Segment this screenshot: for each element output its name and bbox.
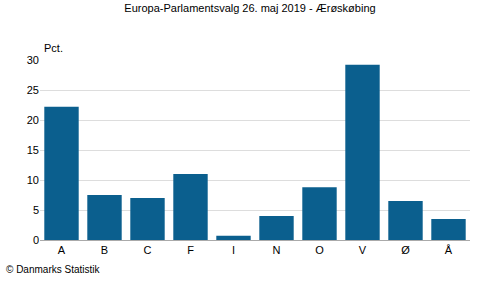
- svg-text:O: O: [315, 244, 324, 256]
- svg-text:Å: Å: [445, 244, 453, 256]
- svg-text:I: I: [232, 244, 235, 256]
- svg-text:20: 20: [27, 114, 39, 126]
- svg-text:N: N: [273, 244, 281, 256]
- svg-text:Ø: Ø: [401, 244, 410, 256]
- svg-text:25: 25: [27, 84, 39, 96]
- svg-text:30: 30: [27, 54, 39, 66]
- svg-text:10: 10: [27, 174, 39, 186]
- svg-text:15: 15: [27, 144, 39, 156]
- svg-text:5: 5: [33, 204, 39, 216]
- svg-text:Pct.: Pct.: [44, 42, 63, 54]
- svg-text:C: C: [144, 244, 152, 256]
- svg-text:V: V: [359, 244, 367, 256]
- svg-text:© Danmarks Statistik: © Danmarks Statistik: [6, 264, 101, 275]
- svg-text:F: F: [187, 244, 194, 256]
- svg-text:A: A: [58, 244, 66, 256]
- svg-text:Europa-Parlamentsvalg 26. maj: Europa-Parlamentsvalg 26. maj 2019 - Ærø…: [124, 2, 375, 14]
- svg-text:0: 0: [33, 234, 39, 246]
- svg-text:B: B: [101, 244, 108, 256]
